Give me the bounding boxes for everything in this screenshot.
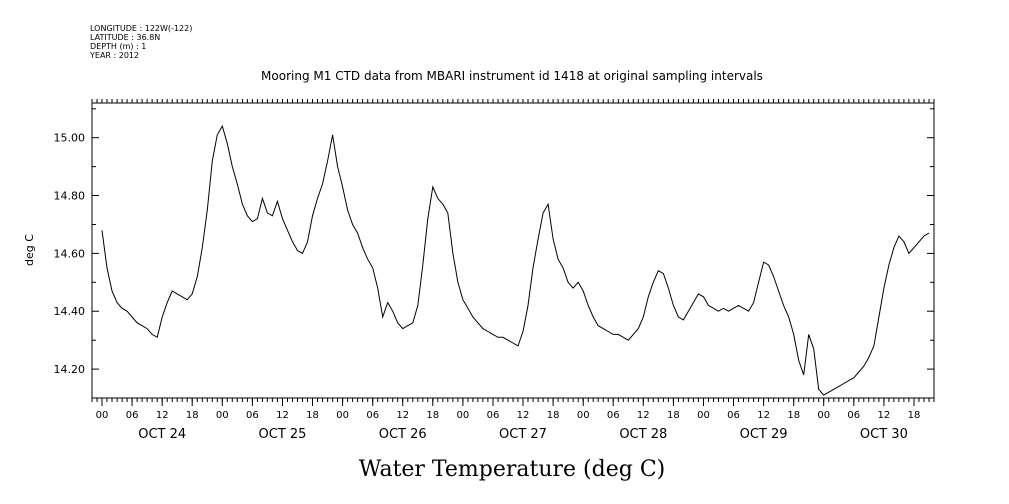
- y-tick-label: 14.60: [54, 247, 86, 260]
- x-hour-label: 00: [577, 410, 590, 421]
- x-hour-label: 12: [156, 410, 169, 421]
- metadata-block: LONGITUDE : 122W(-122) LATITUDE : 36.8N …: [89, 24, 192, 60]
- x-hour-label: 18: [306, 410, 319, 421]
- y-tick-label: 14.20: [54, 363, 86, 376]
- series-line-water-temperature: [101, 124, 930, 396]
- x-day-label: OCT 29: [740, 427, 788, 442]
- minor-ticks: [91, 99, 935, 402]
- x-axis-ticks: 00 06 12 18 00 06 12 18 00 06 12 18 00 06 12 18 00 06 12 18…: [96, 398, 921, 442]
- x-day-label: OCT 24: [138, 427, 186, 442]
- x-hour-label: 06: [607, 410, 620, 421]
- bottom-title: Water Temperature (deg C): [359, 457, 666, 482]
- x-hour-label: 00: [96, 410, 109, 421]
- x-day-label: OCT 30: [860, 427, 908, 442]
- x-hour-label: 00: [817, 410, 830, 421]
- meta-depth: DEPTH (m) : 1: [90, 42, 146, 51]
- x-hour-label: 12: [757, 410, 770, 421]
- x-hour-label: 18: [787, 410, 800, 421]
- x-hour-label: 12: [276, 410, 289, 421]
- x-hour-label: 00: [216, 410, 229, 421]
- x-hour-label: 06: [366, 410, 379, 421]
- y-axis-ticks: 14.20 14.40 14.60 14.80 15.00: [54, 108, 934, 399]
- x-hour-label: 06: [727, 410, 740, 421]
- x-hour-label: 06: [126, 410, 139, 421]
- y-axis-label: deg C: [23, 234, 36, 266]
- x-hour-label: 06: [246, 410, 259, 421]
- x-hour-label: 18: [908, 410, 921, 421]
- y-tick-label: 15.00: [54, 132, 86, 145]
- x-day-label: OCT 26: [379, 427, 427, 442]
- x-hour-label: 06: [487, 410, 500, 421]
- x-hour-label: 18: [426, 410, 439, 421]
- x-hour-label: 12: [637, 410, 650, 421]
- meta-latitude: LATITUDE : 36.8N: [90, 33, 160, 42]
- x-hour-label: 12: [517, 410, 530, 421]
- chart-title: Mooring M1 CTD data from MBARI instrumen…: [261, 69, 763, 83]
- x-hour-label: 00: [336, 410, 349, 421]
- x-day-label: OCT 28: [619, 427, 667, 442]
- x-hour-label: 00: [697, 410, 710, 421]
- x-hour-label: 18: [547, 410, 560, 421]
- x-hour-label: 12: [396, 410, 409, 421]
- y-tick-label: 14.40: [54, 305, 86, 318]
- plot-frame: [91, 102, 935, 399]
- x-hour-label: 18: [667, 410, 680, 421]
- x-day-label: OCT 27: [499, 427, 547, 442]
- x-hour-label: 00: [457, 410, 470, 421]
- meta-year: YEAR : 2012: [89, 51, 139, 60]
- x-hour-label: 06: [847, 410, 860, 421]
- x-hour-label: 12: [878, 410, 891, 421]
- meta-longitude: LONGITUDE : 122W(-122): [90, 24, 192, 33]
- x-hour-label: 18: [186, 410, 199, 421]
- x-day-label: OCT 25: [259, 427, 307, 442]
- y-tick-label: 14.80: [54, 190, 86, 203]
